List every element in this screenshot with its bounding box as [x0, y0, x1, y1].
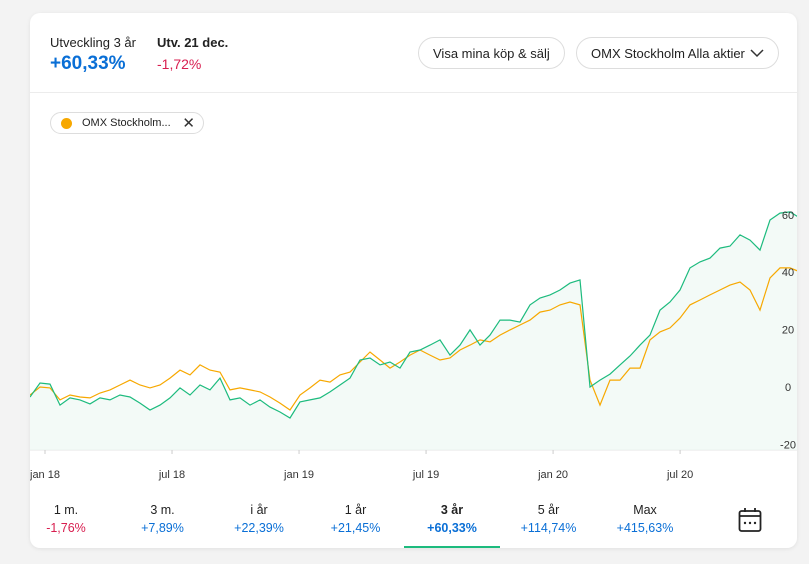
- period-tab[interactable]: i år +22,39%: [211, 500, 307, 548]
- period-tab[interactable]: 3 m. +7,89%: [115, 500, 211, 548]
- header-divider: [30, 92, 797, 93]
- legend-chip-label: OMX Stockholm...: [82, 117, 171, 129]
- period-value: +415,63%: [616, 521, 674, 535]
- period-value: +7,89%: [141, 521, 184, 535]
- period-name: Max: [633, 503, 657, 517]
- period-name: 3 år: [440, 503, 464, 517]
- period-value: -1,76%: [46, 521, 86, 535]
- development-value: +60,33%: [50, 53, 126, 74]
- x-tick-label: jul 20: [666, 469, 693, 481]
- chevron-down-icon: [750, 49, 764, 58]
- calendar-icon[interactable]: [738, 507, 762, 538]
- period-tab[interactable]: 3 år +60,33%: [404, 500, 500, 548]
- period-name: 3 m.: [150, 503, 175, 517]
- x-tick-label: jul 19: [412, 469, 439, 481]
- period-tab[interactable]: 1 år +21,45%: [308, 500, 404, 548]
- period-tab[interactable]: 1 m. -1,76%: [18, 500, 114, 548]
- y-tick-label: 0: [785, 382, 791, 394]
- line-chart: jan 18 jul 18 jan 19 jul 19 jan 20 jul 20 60 40…: [30, 210, 797, 481]
- performance-card: Utveckling 3 år +60,33% Utv. 21 dec. -1,…: [30, 13, 797, 548]
- period-name: i år: [250, 503, 268, 517]
- y-tick-label: 40: [782, 267, 794, 279]
- period-value: +60,33%: [427, 521, 477, 535]
- period-name: 5 år: [537, 503, 560, 517]
- close-icon[interactable]: ✕: [182, 115, 195, 132]
- index-select[interactable]: OMX Stockholm Alla aktier: [576, 37, 779, 69]
- day-label: Utv. 21 dec.: [157, 35, 229, 50]
- period-value: +22,39%: [234, 521, 284, 535]
- y-tick-label: 20: [782, 325, 794, 337]
- day-value: -1,72%: [157, 56, 202, 72]
- x-tick-label: jan 20: [537, 469, 568, 481]
- period-value: +21,45%: [330, 521, 381, 535]
- x-tick-label: jul 18: [158, 469, 185, 481]
- series-line: [30, 267, 797, 411]
- period-tabs: 1 m. -1,76% 3 m. +7,89% i år +22,39% 1 år +21,4…: [30, 500, 797, 548]
- period-value: +114,74%: [520, 521, 577, 535]
- period-tab[interactable]: Max +415,63%: [597, 500, 693, 548]
- period-name: 1 år: [344, 503, 367, 517]
- x-tick-label: jan 18: [30, 469, 60, 481]
- index-select-value: OMX Stockholm Alla aktier: [591, 45, 745, 61]
- legend-chip[interactable]: OMX Stockholm... ✕: [50, 112, 204, 134]
- y-tick-label: 60: [782, 210, 794, 222]
- development-label: Utveckling 3 år: [50, 35, 136, 50]
- show-trades-button[interactable]: Visa mina köp & sälj: [418, 37, 565, 69]
- development-stat: Utveckling 3 år +60,33%: [50, 35, 136, 75]
- period-name: 1 m.: [53, 503, 79, 517]
- period-tab[interactable]: 5 år +114,74%: [501, 500, 597, 548]
- series-line: [30, 211, 797, 419]
- legend-dot: [61, 117, 72, 129]
- day-stat: Utv. 21 dec. -1,72%: [157, 35, 228, 72]
- x-tick-label: jan 19: [283, 469, 314, 481]
- series-area: [30, 211, 797, 450]
- y-tick-label: -20: [780, 439, 796, 451]
